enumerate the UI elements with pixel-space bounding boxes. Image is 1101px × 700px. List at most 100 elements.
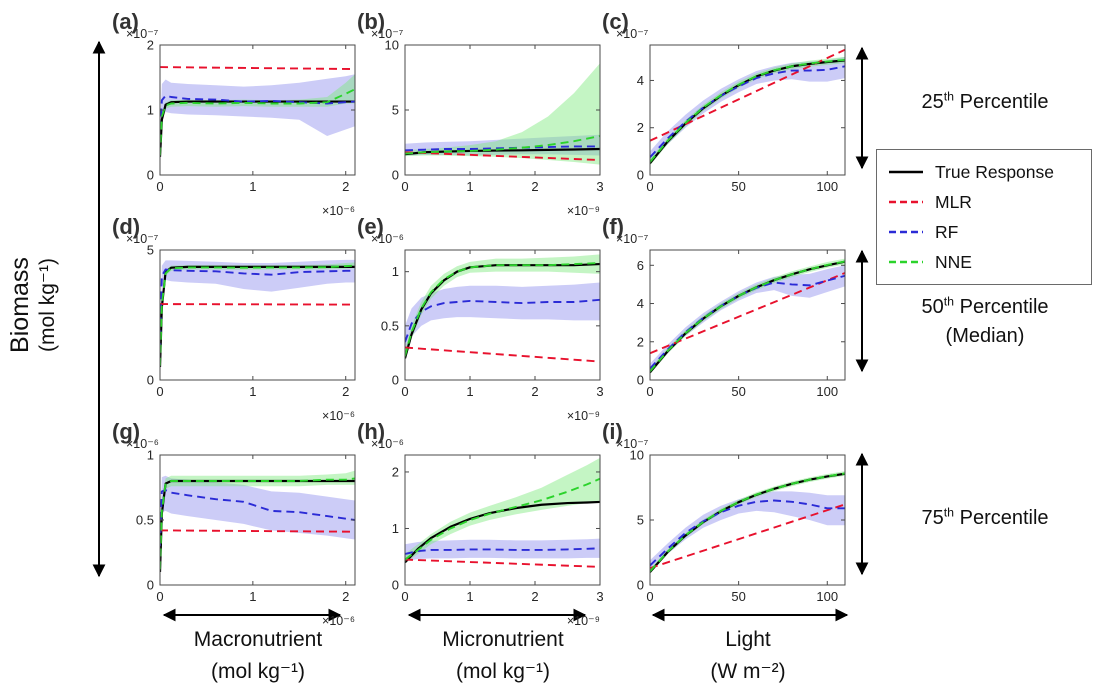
x-tick-label: 1 [466, 384, 473, 399]
y-tick-label: 2 [637, 120, 644, 135]
plot-f: 0 50 100 0 2 4 6 ×10⁻⁷ [616, 232, 846, 399]
legend-entry-rf: RF [887, 217, 1081, 247]
x-tick-label: 1 [466, 589, 473, 604]
series-nne-line [160, 477, 355, 570]
y-tick-label: 0 [147, 373, 154, 388]
legend-line-sample [889, 260, 923, 264]
x-tick-label: 100 [816, 384, 838, 399]
y-tick-label: 0 [392, 578, 399, 593]
y-tick-label: 0 [147, 168, 154, 183]
x-axis-scale-offset: ×10⁻⁹ [567, 409, 600, 423]
x-tick-label: 2 [531, 384, 538, 399]
panel-letter-i: (i) [602, 419, 623, 444]
y-axis-scale-offset: ×10⁻⁶ [126, 437, 159, 451]
legend-entries: True Response MLR RF NNE [887, 157, 1081, 277]
y-tick-label: 10 [630, 448, 644, 463]
panel-e: (e) 0 1 2 3 0 0.5 1 ×10⁻⁶ ×10⁻⁹ [357, 214, 612, 428]
series-mlr-line [160, 303, 355, 306]
panel-letter-a: (a) [112, 9, 139, 34]
legend-entry-label: MLR [935, 191, 972, 212]
x-tick-label: 1 [249, 589, 256, 604]
nne-uncertainty-band [650, 56, 845, 166]
x-axis-label-macronutrient: Macronutrient (mol kg⁻¹) [193, 628, 323, 683]
x-axis-scale-offset: ×10⁻⁶ [322, 614, 355, 628]
x-axis-label-light: Light (W m⁻²) [710, 628, 786, 683]
row-label-75th-percentile: 75th Percentile [921, 505, 1049, 529]
series-mlr-line [405, 346, 600, 363]
plot-g: 0 1 200.51×10⁻⁶×10⁻⁶ [126, 437, 356, 628]
series-rf-line [405, 145, 600, 152]
axes-box [649, 249, 846, 381]
plot-b: 0 1 2 3 0 5 10×10⁻⁷ ×10⁻⁹ [371, 27, 604, 218]
series-rf-line [650, 65, 845, 158]
panel-letter-d: (d) [112, 214, 141, 239]
series-mlr-line [650, 48, 845, 142]
panel-letter-h: (h) [357, 419, 386, 444]
row-label-50th-percentile: 50th Percentile (Median) [872, 293, 1098, 351]
x-axis-scale-offset: ×10⁻⁹ [567, 204, 600, 218]
x-tick-label: 0 [646, 589, 653, 604]
y-axis-scale-offset: ×10⁻⁷ [616, 437, 649, 451]
rf-uncertainty-band [650, 56, 845, 163]
x-axis-label-micronutrient: Micronutrient (mol kg⁻¹) [442, 628, 564, 683]
y-tick-label: 0 [637, 578, 644, 593]
y-axis-scale-offset: ×10⁻⁶ [371, 232, 404, 246]
x-tick-label: 2 [531, 589, 538, 604]
series-rf-line [650, 274, 845, 370]
y-tick-label: 0 [392, 373, 399, 388]
y-axis-label: Biomass (mol kg⁻¹) [6, 155, 70, 455]
x-tick-label: 0 [156, 589, 163, 604]
y-tick-label: 1 [392, 264, 399, 279]
x-tick-label: 100 [816, 179, 838, 194]
x-tick-label: 2 [531, 179, 538, 194]
x-axis-scale-offset: ×10⁻⁶ [322, 409, 355, 423]
panel-letter-c: (c) [602, 9, 629, 34]
series-mlr-line [650, 503, 845, 570]
series-rf-line [650, 499, 845, 567]
legend-entry-true-response: True Response [887, 157, 1081, 187]
plot-c: 0 50 100 0 2 4 ×10⁻⁷ [616, 27, 846, 194]
panel-h: (h) 0 1 2 3 0 1 2 ×10⁻⁶ ×10⁻⁹ [357, 419, 612, 633]
y-tick-label: 4 [637, 296, 644, 311]
nne-uncertainty-band [405, 63, 600, 165]
y-tick-label: 0 [392, 168, 399, 183]
series-nne-line [650, 58, 845, 163]
series-rf-line [160, 94, 355, 143]
rf-uncertainty-band [405, 282, 600, 353]
series-nne-line [650, 260, 845, 373]
series-rf-line [405, 547, 600, 555]
x-tick-label: 0 [401, 179, 408, 194]
legend: True Response MLR RF NNE [876, 149, 1092, 285]
series-nne-line [405, 477, 600, 561]
series-mlr-line [160, 66, 355, 70]
y-tick-label: 1 [392, 521, 399, 536]
panel-letter-f: (f) [602, 214, 624, 239]
x-tick-label: 3 [596, 179, 603, 194]
x-tick-label: 2 [342, 384, 349, 399]
x-axis-scale-offset: ×10⁻⁶ [322, 204, 355, 218]
series-mlr-line [405, 558, 600, 568]
panel-i: (i) 0 50 100 0 5 10 ×10⁻⁷ [602, 419, 857, 633]
panel-d: (d) 0 1 2 0 5 ×10⁻⁷ ×10⁻⁶ [112, 214, 367, 428]
y-tick-label: 6 [637, 258, 644, 273]
rf-uncertainty-band [650, 491, 845, 570]
series-true-response-line [650, 472, 845, 573]
y-tick-label: 0 [637, 168, 644, 183]
x-tick-label: 3 [596, 589, 603, 604]
x-tick-label: 0 [646, 384, 653, 399]
y-tick-label: 2 [637, 334, 644, 349]
series-mlr-line [405, 151, 600, 161]
y-tick-label: 0 [147, 578, 154, 593]
rf-uncertainty-band [650, 265, 845, 372]
series-nne-line [650, 472, 845, 572]
row-label-25th-percentile: 25th Percentile [921, 89, 1049, 113]
panel-letter-g: (g) [112, 419, 141, 444]
x-tick-label: 1 [249, 179, 256, 194]
y-tick-label: 1 [147, 448, 154, 463]
x-tick-label: 50 [731, 589, 745, 604]
axes-box [404, 454, 601, 586]
y-tick-label: 0.5 [136, 513, 154, 528]
x-tick-label: 50 [731, 179, 745, 194]
x-tick-label: 0 [156, 384, 163, 399]
y-axis-scale-offset: ×10⁻⁷ [126, 232, 159, 246]
